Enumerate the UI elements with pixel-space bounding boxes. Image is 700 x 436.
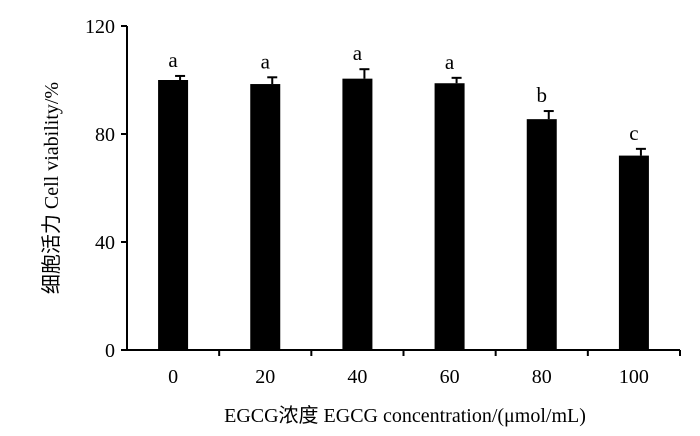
y-tick-label: 120: [85, 16, 115, 38]
significance-label-20: a: [261, 49, 271, 73]
y-axis-title: 细胞活力 Cell viability/%: [40, 82, 63, 294]
y-tick-label: 0: [105, 340, 115, 362]
x-tick-labels: 0 20 40 60 80 100: [168, 366, 649, 388]
x-tick-label-0: 0: [168, 366, 178, 388]
bar-80: [526, 119, 557, 351]
bar-20: [250, 84, 281, 351]
significance-label-60: a: [445, 50, 455, 74]
bar-100: [618, 155, 649, 350]
significance-label-100: c: [629, 121, 638, 145]
x-tick-label-80: 80: [532, 366, 552, 388]
x-tick-label-20: 20: [255, 366, 275, 388]
x-tick-label-60: 60: [440, 366, 460, 388]
significance-label-0: a: [168, 48, 178, 72]
bars: [158, 78, 649, 351]
axes: [121, 25, 681, 356]
y-tick-labels: 0 40 80 120: [85, 16, 115, 362]
significance-labels: a a a a b c: [168, 41, 638, 145]
bar-40: [342, 78, 373, 351]
x-tick-label-100: 100: [619, 366, 649, 388]
x-tick-label-40: 40: [347, 366, 367, 388]
y-tick-label: 40: [95, 232, 115, 254]
bar-0: [158, 80, 189, 350]
y-tick-label: 80: [95, 124, 115, 146]
bar-60: [434, 83, 465, 351]
error-bars: [175, 68, 646, 156]
significance-label-80: b: [537, 83, 548, 107]
x-axis-title: EGCG浓度 EGCG concentration/(μmol/mL): [224, 404, 586, 427]
significance-label-40: a: [353, 41, 363, 65]
